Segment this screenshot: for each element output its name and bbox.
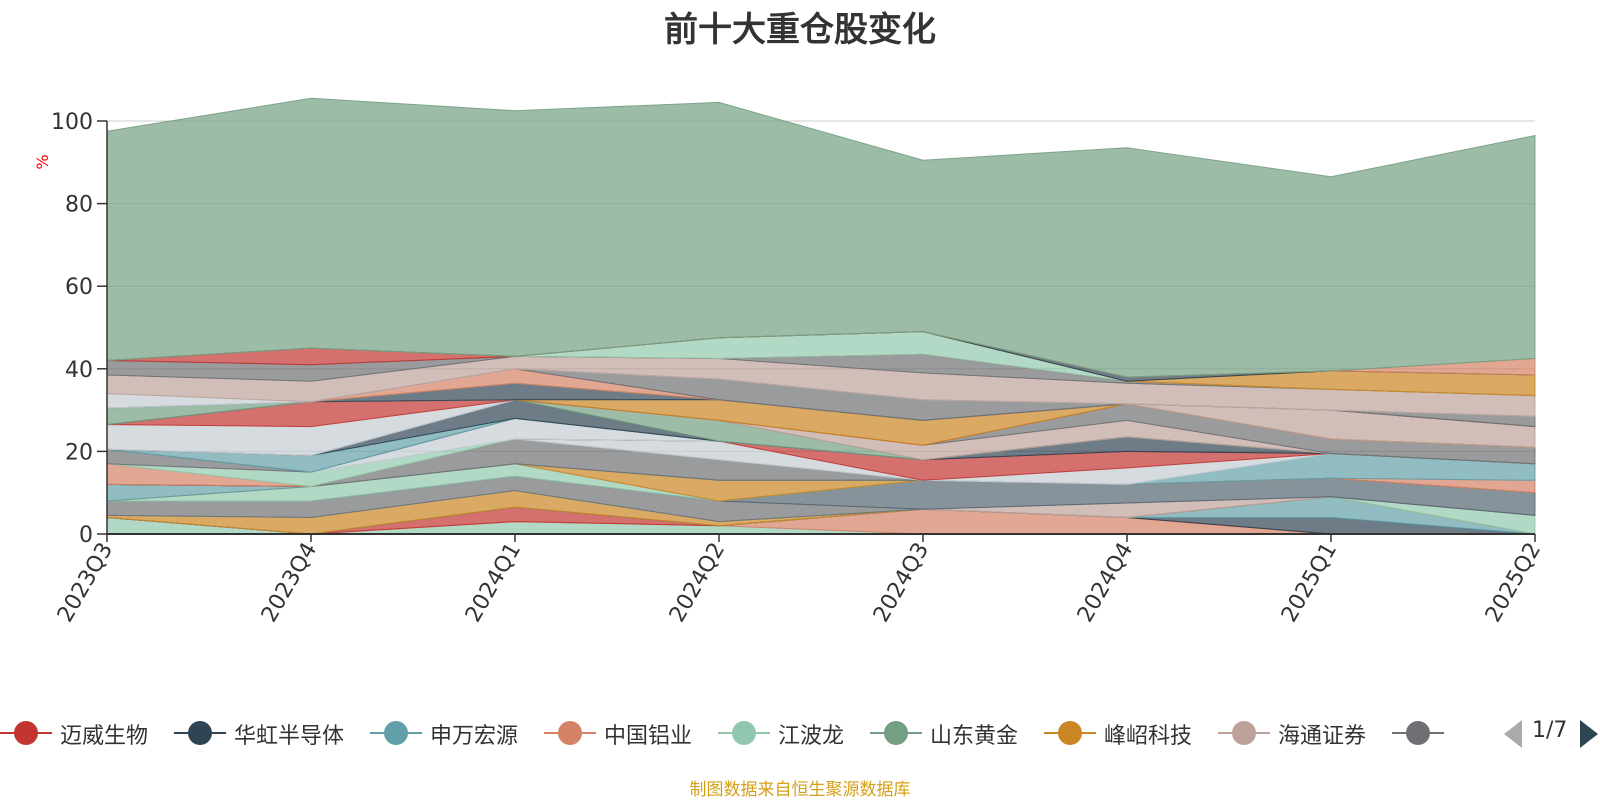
legend-label: 江波龙 [778,724,845,749]
y-tick-label: 80 [65,193,93,218]
legend-pager: 1/7 [1500,712,1600,752]
next-page-icon[interactable] [1580,720,1598,748]
x-tick-label: 2023Q4 [257,539,322,627]
x-tick-label: 2024Q3 [869,539,934,627]
legend-dot-icon [384,721,408,745]
legend-label: 山东黄金 [930,724,1019,749]
legend-dot-icon [1232,721,1256,745]
x-tick-label: 2024Q1 [461,539,526,627]
legend-label: 峰岹科技 [1104,724,1193,749]
legend-dot-icon [14,721,38,745]
x-tick-label: 2025Q1 [1277,539,1342,627]
y-tick-label: 40 [65,358,93,383]
y-axis-unit-label: % [33,154,52,169]
y-tick-label: 60 [65,275,93,300]
legend-label: 海通证券 [1278,724,1367,749]
area-series-45[interactable] [106,97,1536,378]
page-indicator: 1/7 [1532,718,1568,743]
x-tick-label: 2024Q2 [665,539,730,627]
prev-page-icon[interactable] [1504,720,1522,748]
x-tick-label: 2023Q3 [53,539,118,627]
legend-label: 华虹半导体 [234,724,345,749]
data-source-note: 制图数据来自恒生聚源数据库 [689,780,911,800]
legend-dot-icon [188,721,212,745]
legend-label: 中国铝业 [604,724,693,749]
legend-dot-icon [1406,721,1430,745]
x-tick-label: 2024Q4 [1073,539,1138,627]
chart-title: 前十大重仓股变化 [664,10,936,50]
legend-dot-icon [1058,721,1082,745]
area-series-group [106,97,1536,535]
legend-dot-icon [558,721,582,745]
legend-label: 申万宏源 [430,724,519,749]
legend: 迈威生物 华虹半导体 申万宏源 中国铝业 江波龙 山东黄金 峰岹科技 海通证券 [0,712,1500,752]
legend-dot-icon [884,721,908,745]
legend-label: 迈威生物 [60,724,149,749]
legend-dot-icon [732,721,756,745]
y-tick-label: 100 [51,110,93,135]
area-chart: 0 20 40 60 80 100 2023Q3 2023Q4 2024Q1 2024Q2 2024… [33,97,1546,627]
y-tick-label: 20 [65,440,93,465]
x-tick-label: 2025Q2 [1481,539,1546,627]
y-tick-label: 0 [79,523,93,548]
